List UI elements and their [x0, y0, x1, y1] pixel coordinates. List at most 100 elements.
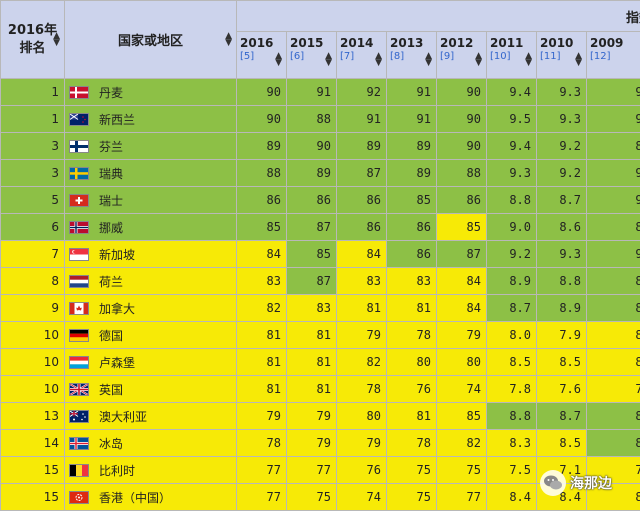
index-value-cell: 89	[387, 133, 437, 160]
country-link[interactable]: 挪威	[99, 221, 123, 235]
sort-icon[interactable]: ▲▼	[275, 53, 282, 67]
rank-column-header[interactable]: 2016年 排名 ▲▼	[1, 1, 65, 79]
year-column-header[interactable]: 2016[5]▲▼	[237, 32, 287, 79]
index-value-cell: 91	[337, 106, 387, 133]
country-cell: 新西兰	[65, 106, 237, 133]
sort-icon[interactable]: ▲▼	[425, 53, 432, 67]
sort-icon[interactable]: ▲▼	[525, 53, 532, 67]
index-value-cell: 8.9	[587, 268, 640, 295]
country-column-header[interactable]: 国家或地区 ▲▼	[65, 1, 237, 79]
index-value-cell: 91	[287, 79, 337, 106]
index-value-cell: 90	[237, 106, 287, 133]
country-link[interactable]: 新西兰	[99, 113, 135, 127]
rank-cell: 3	[1, 133, 65, 160]
index-value-cell: 75	[387, 484, 437, 511]
year-column-header[interactable]: 2009[12]▲▼	[587, 32, 640, 79]
index-value-cell: 81	[387, 295, 437, 322]
year-column-header[interactable]: 2015[6]▲▼	[287, 32, 337, 79]
reference-link[interactable]: [12]	[590, 51, 640, 62]
index-value-cell: 89	[237, 133, 287, 160]
index-value-cell: 9.0	[487, 214, 537, 241]
canada-flag-icon	[69, 302, 89, 315]
country-link[interactable]: 新加坡	[99, 248, 135, 262]
index-value-cell: 8.3	[487, 430, 537, 457]
sort-icon[interactable]: ▲▼	[575, 53, 582, 67]
index-value-cell: 88	[437, 160, 487, 187]
index-value-cell: 8.6	[537, 214, 587, 241]
index-value-cell: 8.7	[587, 295, 640, 322]
australia-flag-icon	[69, 410, 89, 423]
sort-icon[interactable]: ▲▼	[53, 33, 60, 47]
country-link[interactable]: 澳大利亚	[99, 410, 147, 424]
year-column-header[interactable]: 2010[11]▲▼	[537, 32, 587, 79]
country-link[interactable]: 瑞士	[99, 194, 123, 208]
index-value-cell: 84	[437, 268, 487, 295]
index-value-cell: 8.5	[537, 349, 587, 376]
index-value-cell: 83	[287, 295, 337, 322]
rank-header-line1: 2016年	[8, 23, 57, 38]
index-value-cell: 7.6	[537, 376, 587, 403]
index-value-cell: 86	[237, 187, 287, 214]
country-cell: 瑞典	[65, 160, 237, 187]
sort-icon[interactable]: ▲▼	[375, 53, 382, 67]
index-value-cell: 9.4	[487, 133, 537, 160]
index-value-cell: 74	[337, 484, 387, 511]
index-value-cell: 7.9	[537, 322, 587, 349]
index-value-cell: 81	[237, 322, 287, 349]
index-value-cell: 8.0	[487, 322, 537, 349]
germany-flag-icon	[69, 329, 89, 342]
rank-cell: 8	[1, 268, 65, 295]
index-value-cell: 84	[437, 295, 487, 322]
country-link[interactable]: 冰岛	[99, 437, 123, 451]
index-value-cell: 9.0	[587, 187, 640, 214]
country-cell: 卢森堡	[65, 349, 237, 376]
index-value-cell: 9.2	[487, 241, 537, 268]
index-value-cell: 9.4	[487, 79, 537, 106]
index-value-cell: 79	[337, 430, 387, 457]
index-header-label: 指数	[626, 11, 640, 26]
index-value-cell: 81	[237, 349, 287, 376]
country-link[interactable]: 香港（中国）	[99, 491, 171, 505]
index-value-cell: 77	[237, 457, 287, 484]
index-value-cell: 86	[387, 241, 437, 268]
year-column-header[interactable]: 2011[10]▲▼	[487, 32, 537, 79]
country-link[interactable]: 丹麦	[99, 86, 123, 100]
rank-cell: 5	[1, 187, 65, 214]
index-value-cell: 77	[237, 484, 287, 511]
country-link[interactable]: 荷兰	[99, 275, 123, 289]
country-link[interactable]: 德国	[99, 329, 123, 343]
sort-icon[interactable]: ▲▼	[325, 53, 332, 67]
country-cell: 德国	[65, 322, 237, 349]
country-link[interactable]: 英国	[99, 383, 123, 397]
sort-icon[interactable]: ▲▼	[475, 53, 482, 67]
rank-cell: 10	[1, 376, 65, 403]
index-value-cell: 88	[237, 160, 287, 187]
country-link[interactable]: 比利时	[99, 464, 135, 478]
index-value-cell: 9.5	[487, 106, 537, 133]
index-value-cell: 87	[287, 214, 337, 241]
country-cell: 荷兰	[65, 268, 237, 295]
index-value-cell: 86	[337, 214, 387, 241]
index-value-cell: 9.2	[587, 160, 640, 187]
index-value-cell: 92	[337, 79, 387, 106]
year-column-header[interactable]: 2014[7]▲▼	[337, 32, 387, 79]
country-link[interactable]: 芬兰	[99, 140, 123, 154]
index-value-cell: 82	[337, 349, 387, 376]
index-value-cell: 78	[387, 322, 437, 349]
country-link[interactable]: 瑞典	[99, 167, 123, 181]
country-link[interactable]: 卢森堡	[99, 356, 135, 370]
index-value-cell: 7.7	[587, 376, 640, 403]
sort-icon[interactable]: ▲▼	[225, 33, 232, 47]
year-column-header[interactable]: 2013[8]▲▼	[387, 32, 437, 79]
index-value-cell: 82	[437, 430, 487, 457]
index-value-cell: 86	[387, 214, 437, 241]
country-link[interactable]: 加拿大	[99, 302, 135, 316]
index-value-cell: 7.8	[487, 376, 537, 403]
year-column-header[interactable]: 2012[9]▲▼	[437, 32, 487, 79]
index-value-cell: 90	[237, 79, 287, 106]
country-cell: 澳大利亚	[65, 403, 237, 430]
